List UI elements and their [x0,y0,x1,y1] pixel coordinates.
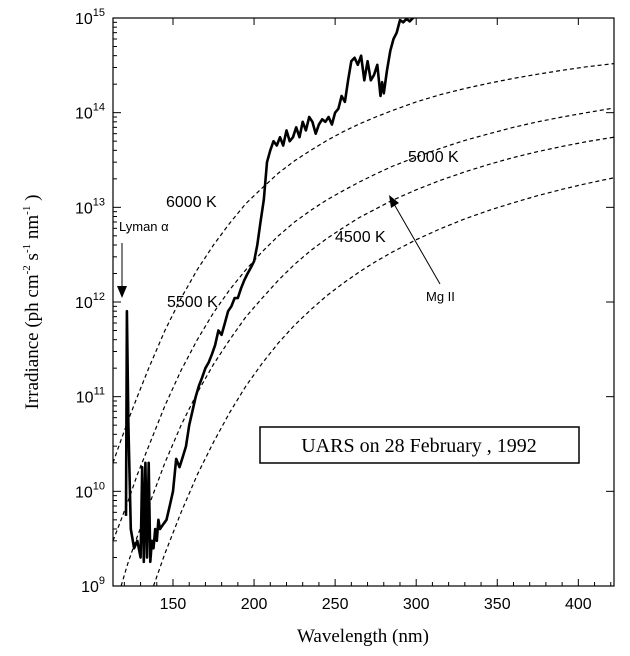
x-ticks: 150 200 250 300 350 400 [123,18,612,613]
x-tick-label: 350 [484,596,511,613]
y-tick-label: 109 [81,575,105,596]
x-tick-label: 400 [565,596,592,613]
y-ticks: 109 1010 1011 1012 1013 1014 1015 [75,7,614,596]
y-tick-label: 1010 [75,480,105,501]
y-axis-title-suffix: ) [22,195,43,206]
model-curve-1 [113,63,614,463]
y-tick-label: 1013 [75,196,105,217]
lyman-arrow-head [117,286,127,298]
y-tick-label: 1015 [75,7,105,28]
y-axis-title-prefix: Irradiance (ph cm [22,274,43,409]
series-layer [113,18,614,586]
y-axis-title-mid1: s [22,253,43,265]
observed-irradiance-line [124,18,416,564]
y-tick-label: 1014 [75,102,105,123]
y-axis-title-exp1: -2 [21,265,33,274]
y-tick-label: 1012 [75,291,105,312]
x-axis-title: Wavelength (nm) [297,626,429,647]
date-box [259,426,580,464]
mg-arrow-head [389,195,399,208]
y-tick-label: 1011 [76,386,105,407]
label-mg-ii: Mg II [426,289,455,304]
y-axis-title-exp2: -1 [21,244,33,253]
label-lyman-alpha: Lyman α [119,219,169,234]
label-5500k: 5500 K [167,294,218,311]
label-5000k: 5000 K [408,149,459,166]
model-curve-4 [152,177,614,586]
x-tick-label: 150 [160,596,187,613]
x-tick-label: 250 [322,596,349,613]
y-axis-title-exp3: -1 [21,206,33,215]
label-6000k: 6000 K [166,194,217,211]
mg-arrow-line [393,203,441,285]
label-4500k: 4500 K [335,229,386,246]
date-box-label: UARS on 28 February , 1992 [301,435,537,457]
y-axis-title-mid2: nm [22,215,43,244]
x-tick-label: 200 [241,596,268,613]
model-curve-3 [120,136,614,586]
y-axis-title: Irradiance (ph cm-2 s-1 nm-1 ) [21,195,43,410]
x-tick-label: 300 [403,596,430,613]
model-curve-2 [113,107,614,542]
